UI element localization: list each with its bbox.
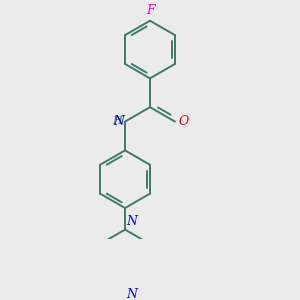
Text: N: N bbox=[113, 115, 124, 128]
Text: H: H bbox=[112, 116, 122, 126]
Text: N: N bbox=[126, 215, 137, 228]
Text: O: O bbox=[179, 115, 189, 128]
Text: N: N bbox=[126, 288, 137, 300]
Text: F: F bbox=[146, 4, 154, 17]
